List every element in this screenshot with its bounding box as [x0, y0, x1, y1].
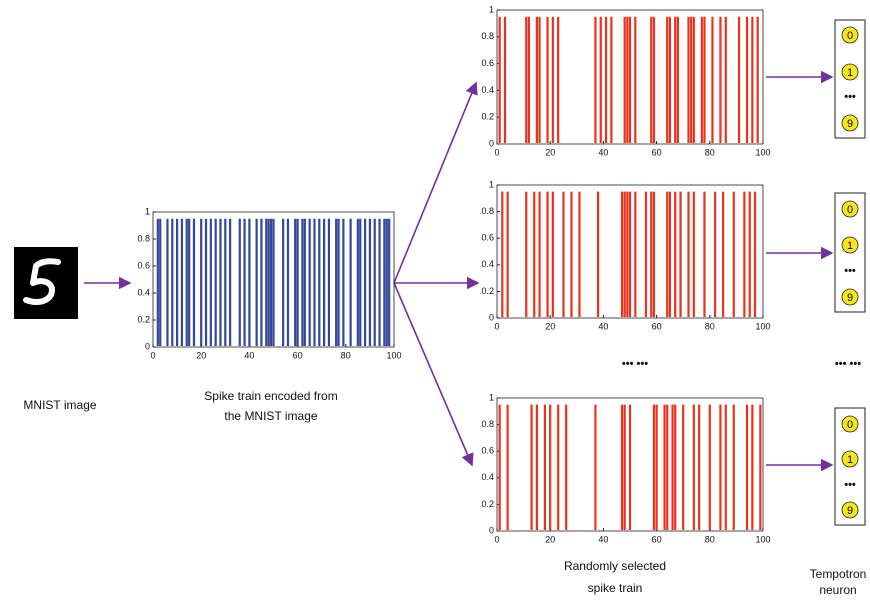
x-tick-label: 60 — [652, 147, 662, 157]
neuron-label: 9 — [847, 505, 853, 517]
x-tick-label: 0 — [150, 350, 155, 360]
neuron-label: 9 — [847, 118, 853, 130]
mnist-label: MNIST image — [23, 398, 96, 412]
x-tick-label: 100 — [755, 321, 770, 331]
y-tick-label: 0.8 — [481, 419, 494, 429]
y-tick-label: 0.2 — [481, 286, 494, 296]
selected-label: Randomly selected — [564, 559, 666, 573]
x-tick-label: 40 — [598, 321, 608, 331]
x-tick-label: 60 — [652, 534, 662, 544]
y-tick-label: 0.6 — [137, 260, 150, 270]
y-tick-label: 0.6 — [481, 446, 494, 456]
x-tick-label: 20 — [196, 350, 206, 360]
neuron-label: 1 — [847, 240, 853, 252]
y-tick-label: 1 — [489, 392, 494, 402]
x-tick-label: 40 — [598, 534, 608, 544]
x-tick-label: 0 — [494, 147, 499, 157]
encoded-label: Spike train encoded from — [204, 389, 337, 403]
arrow — [394, 283, 472, 465]
neuron-label: 1 — [847, 67, 853, 79]
x-tick-label: 100 — [755, 147, 770, 157]
y-tick-label: 0.4 — [481, 259, 494, 269]
y-tick-label: 0.4 — [137, 287, 150, 297]
y-tick-label: 0 — [489, 525, 494, 535]
x-tick-label: 0 — [494, 321, 499, 331]
y-tick-label: 0.2 — [481, 112, 494, 122]
y-tick-label: 0 — [489, 138, 494, 148]
y-tick-label: 0.8 — [481, 206, 494, 216]
y-tick-label: 0.8 — [481, 31, 494, 41]
x-tick-label: 20 — [545, 147, 555, 157]
x-tick-label: 60 — [652, 321, 662, 331]
x-tick-label: 80 — [705, 321, 715, 331]
x-tick-label: 60 — [293, 350, 303, 360]
y-tick-label: 0.4 — [481, 472, 494, 482]
neuron-label: 1 — [847, 454, 853, 466]
ellipsis: ••• — [844, 265, 856, 277]
x-tick-label: 20 — [545, 534, 555, 544]
y-tick-label: 1 — [489, 179, 494, 189]
y-tick-label: 0.2 — [137, 314, 150, 324]
y-tick-label: 1 — [489, 4, 494, 14]
y-tick-label: 0.6 — [481, 58, 494, 68]
diagram: MNIST image Spike train encoded from the… — [0, 0, 870, 601]
x-tick-label: 100 — [386, 350, 401, 360]
x-tick-label: 80 — [341, 350, 351, 360]
ellipsis: ••• — [844, 479, 856, 491]
ellipsis: ••• ••• — [835, 358, 861, 370]
y-tick-label: 0.6 — [481, 233, 494, 243]
tempotron-label: Tempotron — [810, 567, 867, 581]
x-tick-label: 40 — [598, 147, 608, 157]
y-tick-label: 0 — [489, 312, 494, 322]
neuron-label: 9 — [847, 292, 853, 304]
arrow — [394, 83, 476, 283]
x-tick-label: 20 — [545, 321, 555, 331]
encoded-label: the MNIST image — [224, 409, 317, 423]
ellipsis: ••• — [844, 91, 856, 103]
selected-label: spike train — [588, 581, 643, 595]
ellipsis: ••• ••• — [622, 358, 648, 370]
neuron-label: 0 — [847, 30, 853, 42]
neuron-label: 0 — [847, 419, 853, 431]
y-tick-label: 0.4 — [481, 85, 494, 95]
neuron-label: 0 — [847, 204, 853, 216]
y-tick-label: 0.2 — [481, 499, 494, 509]
tempotron-label: neuron — [819, 583, 856, 597]
y-tick-label: 0 — [145, 341, 150, 351]
x-tick-label: 80 — [705, 534, 715, 544]
x-tick-label: 0 — [494, 534, 499, 544]
x-tick-label: 80 — [705, 147, 715, 157]
x-tick-label: 40 — [244, 350, 254, 360]
x-tick-label: 100 — [755, 534, 770, 544]
y-tick-label: 1 — [145, 206, 150, 216]
y-tick-label: 0.8 — [137, 233, 150, 243]
